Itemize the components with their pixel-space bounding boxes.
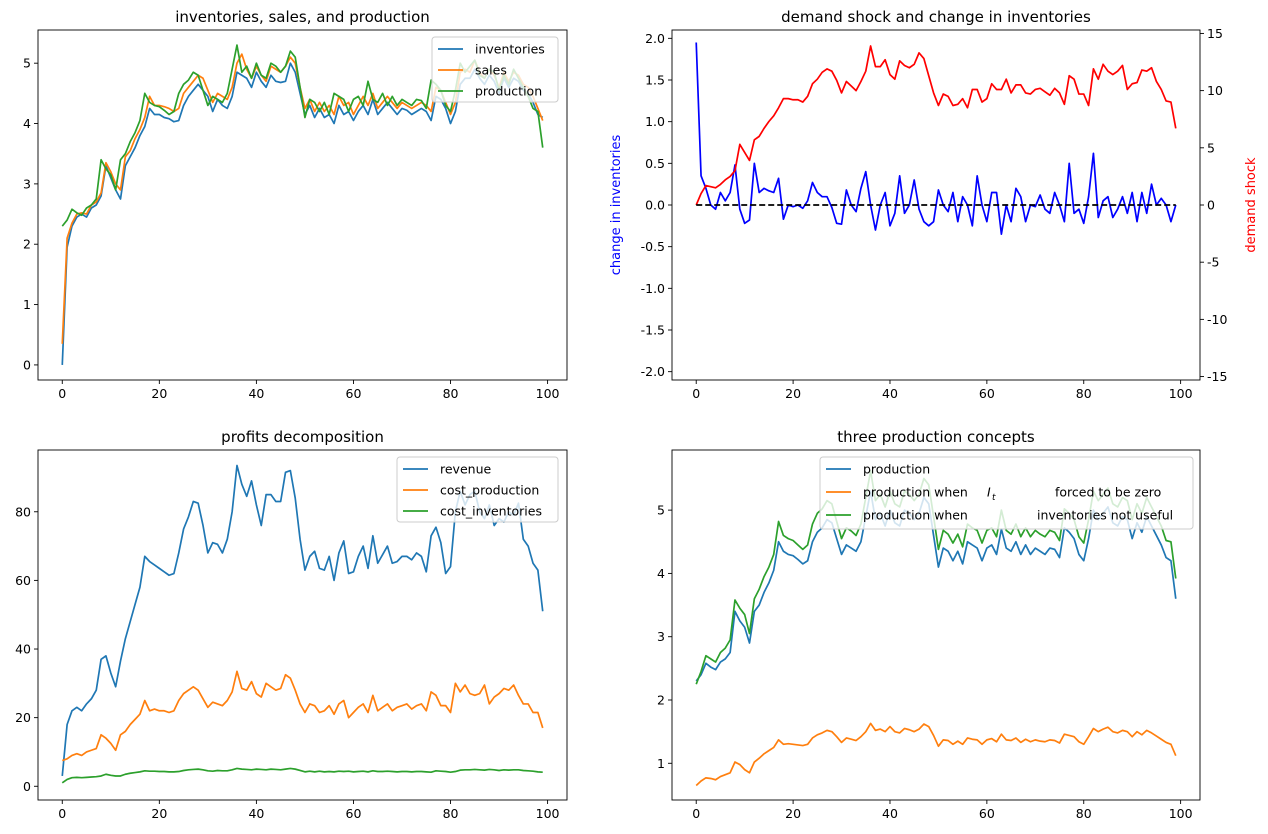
legend-label: forced to be zero	[1055, 485, 1161, 500]
chart-title: profits decomposition	[221, 428, 384, 446]
x-tick-label: 0	[58, 386, 66, 401]
y-tick-label: 1	[657, 756, 665, 771]
x-tick-label: 60	[346, 386, 362, 401]
y-tick-label: 5	[23, 56, 31, 71]
y-right-tick-label: 5	[1207, 140, 1215, 155]
y-tick-label: 40	[15, 642, 31, 657]
x-tick-label: 0	[58, 806, 66, 821]
x-tick-label: 0	[692, 806, 700, 821]
chart-panel-4: three production concepts 0 20 40 60 80 100 1 2 3…	[657, 428, 1201, 821]
x-tick-label: 100	[536, 806, 560, 821]
legend-box	[819, 456, 1194, 530]
y-right-tick-label: -5	[1207, 255, 1219, 270]
y-tick-label: 2.0	[645, 31, 665, 46]
chart-panel-3: profits decomposition 0 20 40 60 80 100 0 20 40 60…	[15, 428, 568, 821]
legend-label: production	[863, 462, 930, 477]
chart-title: inventories, sales, and production	[175, 8, 430, 26]
plot-area	[695, 42, 1177, 236]
x-tick-label: 20	[785, 806, 801, 821]
x-tick-label: 100	[536, 386, 560, 401]
legend-label-math-symbol: I	[987, 485, 991, 500]
legend: revenue cost_production cost_inventories	[396, 456, 559, 523]
y-right-tick-label: 10	[1207, 83, 1223, 98]
y-right-axis-label: demand shock	[1244, 157, 1259, 253]
y-tick-label: 80	[15, 504, 31, 519]
x-tick-label: 20	[151, 386, 167, 401]
y-tick-label: 0	[23, 357, 31, 372]
y-tick-label: 4	[23, 116, 31, 131]
legend: inventories sales production	[431, 36, 559, 103]
legend-label: inventories not useful	[1037, 508, 1173, 523]
axes-frame	[37, 29, 568, 381]
y-tick-label: 4	[657, 566, 665, 581]
y-tick-label: 1.0	[645, 114, 665, 129]
legend-label: production when	[863, 485, 968, 500]
legend-label: cost_production	[440, 483, 539, 498]
legend-label: production	[475, 84, 542, 99]
y-right-tick-label: -15	[1207, 369, 1227, 384]
x-tick-label: 20	[785, 386, 801, 401]
y-tick-label: -1.5	[641, 323, 665, 338]
y-tick-label: 5	[657, 503, 665, 518]
y-tick-label: 2	[657, 693, 665, 708]
chart-panel-2: demand shock and change in inventories 0 2…	[609, 8, 1259, 401]
x-tick-label: 100	[1169, 386, 1193, 401]
chart-title: three production concepts	[837, 428, 1035, 446]
y-tick-label: 3	[657, 629, 665, 644]
series-line-cost_production	[61, 670, 544, 762]
chart-title: demand shock and change in inventories	[781, 8, 1091, 26]
y-tick-label: -1.0	[641, 281, 665, 296]
y-tick-label: -2.0	[641, 364, 665, 379]
y-tick-label: 0.0	[645, 198, 665, 213]
legend-label: inventories	[475, 42, 545, 57]
y-tick-label: 1.5	[645, 73, 665, 88]
legend-label: sales	[475, 63, 507, 78]
series-line-inventories	[61, 62, 544, 365]
series-line-production-when-it-forced-to-be-zero	[695, 722, 1177, 787]
axes-frame	[37, 449, 568, 801]
legend-label: production when	[863, 508, 968, 523]
y-tick-label: 60	[15, 573, 31, 588]
x-tick-label: 100	[1169, 806, 1193, 821]
y-tick-label: 1	[23, 297, 31, 312]
x-tick-label: 0	[692, 386, 700, 401]
y-tick-label: 20	[15, 710, 31, 725]
legend-label: revenue	[440, 462, 491, 477]
legend-box	[396, 456, 559, 523]
y-right-tick-label: -10	[1207, 312, 1227, 327]
y-tick-label: -0.5	[641, 239, 665, 254]
legend-label-math-subscript: t	[992, 493, 996, 503]
x-tick-label: 60	[979, 806, 995, 821]
x-tick-label: 60	[346, 806, 362, 821]
axes-frame	[671, 29, 1201, 381]
legend-label: cost_inventories	[440, 504, 542, 519]
x-tick-label: 80	[443, 806, 459, 821]
x-tick-label: 40	[882, 806, 898, 821]
axes-frame	[671, 449, 1201, 801]
x-tick-label: 40	[248, 386, 264, 401]
x-tick-label: 40	[882, 386, 898, 401]
y-right-tick-label: 0	[1207, 198, 1215, 213]
y-right-tick-label: 15	[1207, 26, 1223, 41]
y-tick-label: 0.5	[645, 156, 665, 171]
x-tick-label: 80	[1076, 806, 1092, 821]
y-tick-label: 0	[23, 779, 31, 794]
series-line-demand-shock	[695, 45, 1177, 206]
y-tick-label: 2	[23, 237, 31, 252]
x-tick-label: 60	[979, 386, 995, 401]
legend-box	[431, 36, 559, 103]
x-tick-label: 80	[1076, 386, 1092, 401]
y-tick-label: 3	[23, 176, 31, 191]
series-line-cost_inventories	[61, 767, 543, 784]
x-tick-label: 20	[151, 806, 167, 821]
x-tick-label: 40	[248, 806, 264, 821]
y-axis-label: change in inventories	[609, 135, 624, 276]
x-tick-label: 80	[443, 386, 459, 401]
